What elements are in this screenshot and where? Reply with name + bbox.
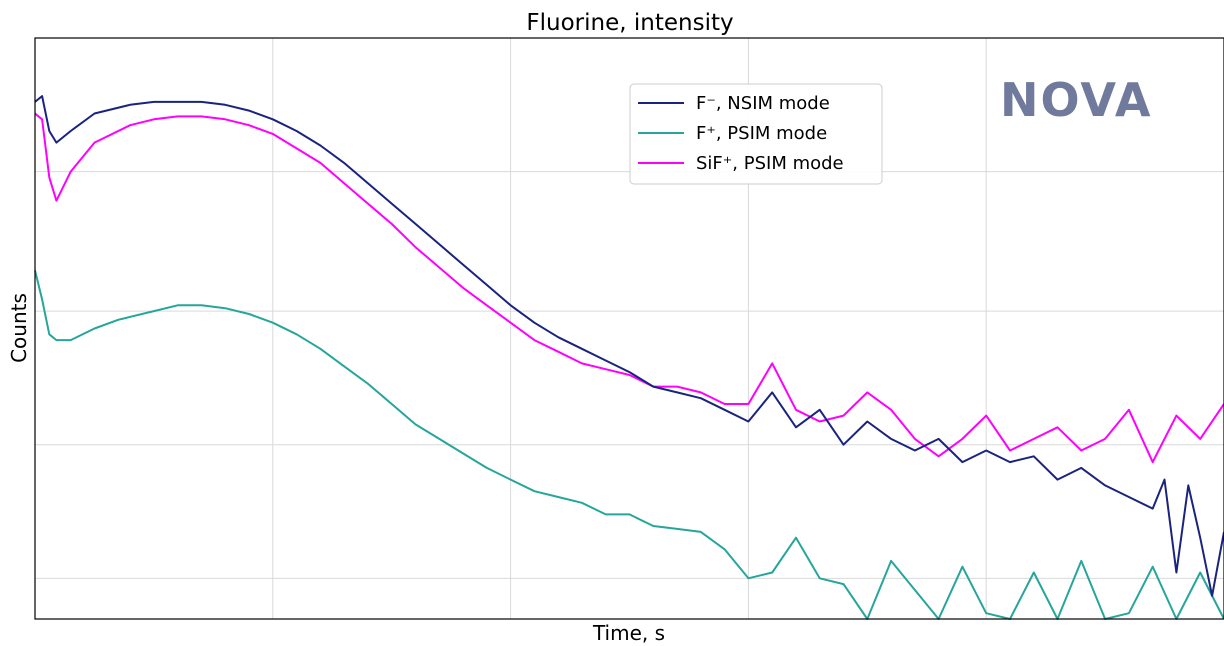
series-line-1: [34, 95, 1224, 597]
logo-text: NOVA: [1000, 73, 1152, 127]
plot-frame: [34, 37, 1224, 620]
logo: NOVA: [1000, 73, 1152, 127]
chart-title: Fluorine, intensity: [526, 10, 733, 36]
legend: F⁻, NSIM mode F⁺, PSIM mode SiF⁺, PSIM mod…: [629, 83, 883, 185]
x-axis-label: Time, s: [592, 621, 665, 645]
y-axis-label: Counts: [7, 293, 31, 363]
legend-box: [629, 83, 883, 185]
series-line-2: [34, 270, 1224, 620]
legend-label-3: SiF⁺, PSIM mode: [696, 153, 844, 174]
legend-label-2: F⁺, PSIM mode: [696, 123, 827, 144]
series-line-3: [34, 112, 1224, 464]
series-layer: [34, 95, 1224, 620]
legend-label-1: F⁻, NSIM mode: [696, 93, 830, 114]
